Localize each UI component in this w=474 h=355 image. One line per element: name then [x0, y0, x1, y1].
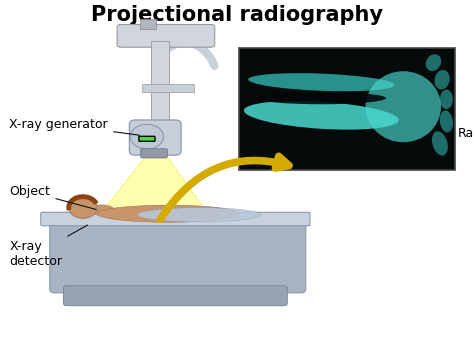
Ellipse shape [244, 101, 399, 130]
Polygon shape [100, 156, 209, 215]
Ellipse shape [137, 208, 261, 222]
Ellipse shape [256, 92, 386, 104]
Text: X-ray
detector: X-ray detector [9, 225, 88, 268]
FancyBboxPatch shape [141, 149, 167, 158]
Bar [239, 48, 455, 170]
Ellipse shape [365, 71, 441, 142]
Circle shape [130, 124, 164, 149]
Ellipse shape [426, 54, 441, 71]
Ellipse shape [89, 204, 115, 216]
Ellipse shape [432, 131, 448, 155]
FancyBboxPatch shape [139, 136, 155, 141]
Text: Projectional radiography: Projectional radiography [91, 5, 383, 25]
Ellipse shape [435, 70, 450, 89]
FancyBboxPatch shape [50, 220, 306, 293]
FancyBboxPatch shape [41, 212, 310, 226]
FancyBboxPatch shape [117, 24, 215, 47]
FancyArrowPatch shape [160, 156, 289, 219]
Ellipse shape [440, 89, 453, 109]
Circle shape [69, 197, 97, 218]
Ellipse shape [97, 205, 239, 222]
Text: X-ray generator: X-ray generator [9, 118, 139, 135]
Text: Radiograph: Radiograph [457, 127, 474, 140]
Bar [142, 84, 194, 92]
Text: Object: Object [9, 185, 96, 209]
Ellipse shape [248, 73, 394, 91]
Ellipse shape [440, 110, 453, 132]
FancyBboxPatch shape [64, 286, 287, 306]
Bar [151, 41, 169, 135]
Bar [140, 19, 156, 29]
FancyBboxPatch shape [129, 120, 181, 155]
